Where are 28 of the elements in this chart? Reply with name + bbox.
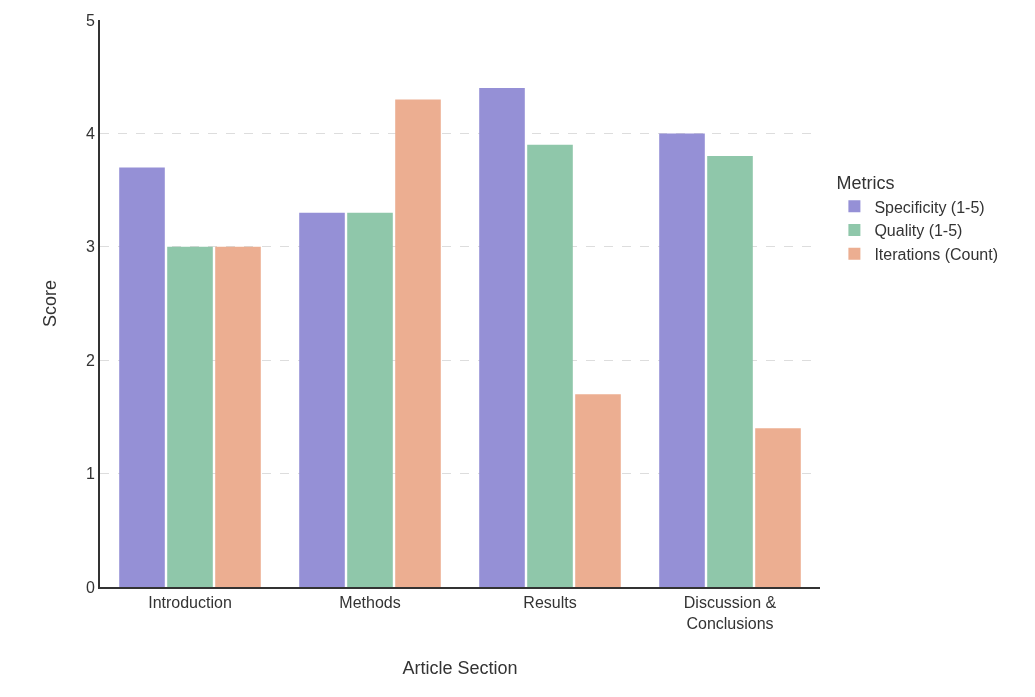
y-tick-label: 4 bbox=[85, 125, 95, 142]
legend-label: Quality (1-5) bbox=[874, 222, 963, 240]
bar bbox=[659, 133, 705, 587]
bar bbox=[167, 246, 213, 587]
bar bbox=[347, 212, 393, 587]
bar bbox=[707, 156, 753, 587]
bar bbox=[575, 394, 621, 587]
x-tick-label: Results bbox=[523, 594, 577, 612]
y-tick-label: 1 bbox=[85, 465, 95, 483]
legend-label: Specificity (1-5) bbox=[874, 198, 985, 216]
bar bbox=[119, 167, 165, 587]
y-axis-title: Score bbox=[39, 279, 60, 328]
y-tick-label: 3 bbox=[85, 238, 95, 256]
y-tick-label: 0 bbox=[85, 578, 95, 596]
bar bbox=[755, 428, 801, 587]
legend-label: Iterations (Count) bbox=[874, 246, 999, 264]
bar bbox=[479, 88, 525, 587]
x-tick-label: Discussion & Conclusions bbox=[683, 594, 777, 632]
legend-title: Metrics bbox=[836, 173, 895, 194]
bar bbox=[299, 212, 345, 587]
x-tick-label: Introduction bbox=[148, 594, 232, 612]
x-axis-title: Article Section bbox=[402, 657, 518, 678]
bar bbox=[215, 246, 261, 587]
y-tick-label: 2 bbox=[85, 351, 95, 369]
bar bbox=[527, 144, 573, 587]
y-tick-label: 5 bbox=[85, 11, 95, 29]
bar bbox=[395, 99, 441, 587]
x-tick-label: Methods bbox=[339, 594, 401, 612]
